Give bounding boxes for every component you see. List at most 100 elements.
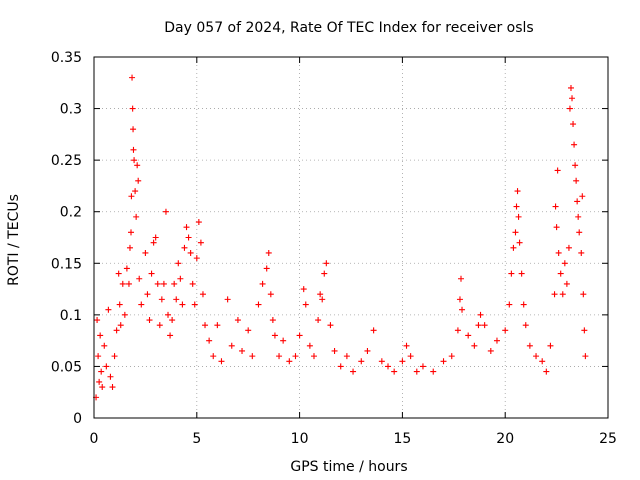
- data-point: [477, 311, 484, 318]
- data-point: [133, 213, 140, 220]
- data-points: [93, 74, 589, 401]
- data-point: [576, 229, 583, 236]
- data-point: [526, 342, 533, 349]
- data-point: [123, 265, 130, 272]
- data-point: [169, 317, 176, 324]
- data-point: [569, 95, 576, 102]
- data-point: [111, 353, 118, 360]
- data-point: [508, 270, 515, 277]
- data-point: [234, 317, 241, 324]
- data-point: [189, 280, 196, 287]
- data-point: [107, 373, 114, 380]
- data-point: [419, 363, 426, 370]
- data-point: [142, 249, 149, 256]
- x-axis-label: GPS time / hours: [290, 459, 407, 475]
- data-point: [378, 358, 385, 365]
- data-point: [195, 219, 202, 226]
- data-point: [502, 327, 509, 334]
- data-point: [146, 317, 153, 324]
- data-point: [210, 353, 217, 360]
- data-point: [130, 146, 137, 153]
- x-tick-label: 0: [90, 431, 99, 447]
- data-point: [513, 203, 520, 210]
- data-point: [135, 177, 142, 184]
- data-point: [459, 306, 466, 313]
- data-point: [306, 342, 313, 349]
- data-point: [506, 301, 513, 308]
- y-tick-label: 0: [73, 411, 82, 427]
- data-point: [323, 260, 330, 267]
- data-point: [156, 322, 163, 329]
- data-point: [574, 198, 581, 205]
- x-tick-label: 20: [496, 431, 514, 447]
- x-tick-label: 25: [599, 431, 617, 447]
- data-point: [559, 291, 566, 298]
- data-point: [407, 353, 414, 360]
- data-point: [315, 317, 322, 324]
- x-tick-label: 15: [393, 431, 411, 447]
- data-point: [552, 203, 559, 210]
- data-point: [103, 363, 110, 370]
- data-point: [130, 126, 137, 133]
- data-point: [582, 353, 589, 360]
- data-point: [493, 337, 500, 344]
- data-point: [193, 255, 200, 262]
- data-point: [327, 322, 334, 329]
- data-point: [179, 301, 186, 308]
- data-point: [543, 368, 550, 375]
- data-point: [197, 239, 204, 246]
- data-point: [533, 353, 540, 360]
- data-point: [399, 358, 406, 365]
- data-point: [578, 249, 585, 256]
- data-point: [271, 332, 278, 339]
- data-point: [337, 363, 344, 370]
- y-tick-label: 0.3: [60, 102, 82, 118]
- data-point: [132, 188, 139, 195]
- data-point: [109, 384, 116, 391]
- data-point: [228, 342, 235, 349]
- data-point: [310, 353, 317, 360]
- y-tick-label: 0.15: [51, 256, 82, 272]
- data-point: [518, 270, 525, 277]
- data-point: [105, 306, 112, 313]
- data-point: [202, 322, 209, 329]
- data-point: [167, 332, 174, 339]
- data-point: [286, 358, 293, 365]
- y-tick-label: 0.1: [60, 308, 82, 324]
- data-point: [343, 353, 350, 360]
- data-point: [370, 327, 377, 334]
- data-point: [510, 244, 517, 251]
- data-point: [321, 270, 328, 277]
- data-point: [539, 358, 546, 365]
- data-point: [116, 301, 123, 308]
- data-point: [391, 368, 398, 375]
- data-point: [128, 193, 135, 200]
- data-point: [99, 384, 106, 391]
- data-point: [579, 193, 586, 200]
- data-point: [177, 275, 184, 282]
- chart-title: Day 057 of 2024, Rate Of TEC Index for r…: [164, 20, 533, 36]
- data-point: [175, 260, 182, 267]
- data-point: [581, 327, 588, 334]
- data-point: [165, 311, 172, 318]
- data-point: [276, 353, 283, 360]
- axis-ticks: 0 5 10 15 20 25 0 0.05 0.1 0.15 0.2 0.25 0.3 0.35: [51, 50, 617, 447]
- data-point: [475, 322, 482, 329]
- data-point: [514, 188, 521, 195]
- data-point: [115, 270, 122, 277]
- data-point: [570, 121, 577, 128]
- data-point: [440, 358, 447, 365]
- data-point: [471, 342, 478, 349]
- y-tick-label: 0.35: [51, 50, 82, 66]
- data-point: [125, 280, 132, 287]
- data-point: [144, 291, 151, 298]
- data-point: [554, 167, 561, 174]
- data-point: [487, 347, 494, 354]
- data-point: [403, 342, 410, 349]
- data-point: [199, 291, 206, 298]
- data-point: [561, 260, 568, 267]
- data-point: [128, 229, 135, 236]
- data-point: [119, 280, 126, 287]
- data-point: [113, 327, 120, 334]
- data-point: [551, 291, 558, 298]
